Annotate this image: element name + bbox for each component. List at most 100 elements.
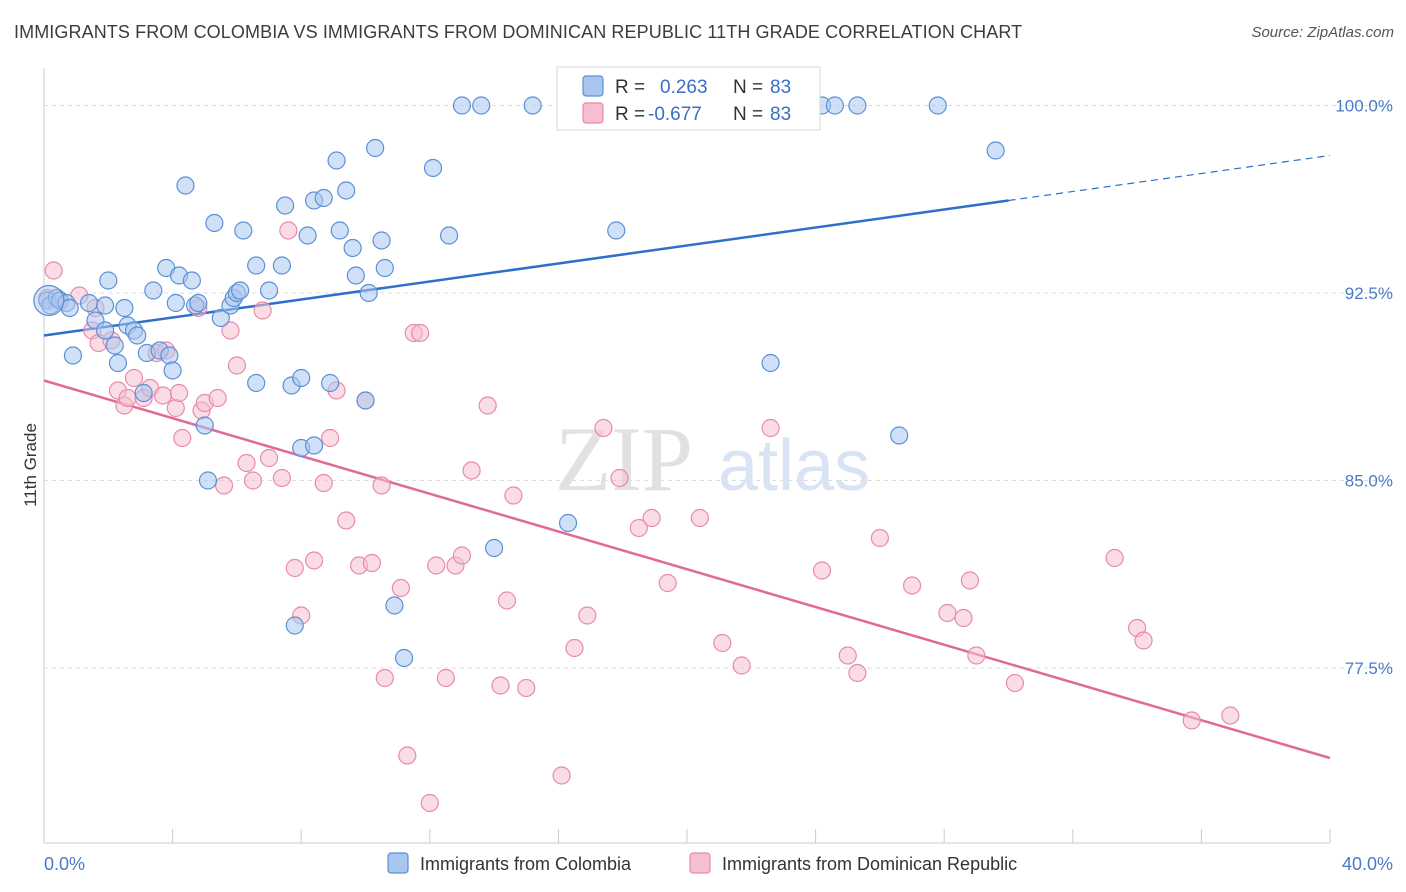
colombia-point-23 bbox=[160, 346, 179, 365]
trend-line-dominican bbox=[43, 379, 1331, 760]
colombia-point-14 bbox=[115, 298, 134, 318]
colombia-point-44 bbox=[276, 196, 295, 215]
y-tick-label-1: 85.0% bbox=[1345, 472, 1393, 491]
colombia-point-72 bbox=[558, 513, 578, 533]
dominican-point-44 bbox=[375, 668, 394, 688]
watermark-zip: ZIP bbox=[555, 408, 693, 510]
colombia-point-31 bbox=[195, 416, 214, 435]
dominican-point-75 bbox=[870, 528, 890, 548]
colombia-point-32 bbox=[198, 471, 218, 490]
watermark: ZIP atlas bbox=[555, 408, 870, 510]
colombia-point-62 bbox=[372, 231, 391, 250]
colombia-point-53 bbox=[321, 373, 340, 393]
dominican-point-58 bbox=[504, 486, 523, 505]
colombia-point-38 bbox=[231, 281, 250, 300]
dominican-point-1 bbox=[44, 261, 63, 280]
colombia-point-82 bbox=[986, 141, 1005, 160]
colombia-point-56 bbox=[337, 181, 356, 200]
dominican-point-31 bbox=[272, 468, 292, 488]
dominican-point-49 bbox=[420, 793, 439, 813]
colombia-point-76 bbox=[761, 353, 780, 373]
colombia-point-17 bbox=[128, 326, 147, 345]
dominican-point-80 bbox=[967, 646, 986, 665]
dominican-point-32 bbox=[279, 221, 298, 240]
dominican-point-57 bbox=[497, 591, 517, 610]
colombia-point-52 bbox=[314, 188, 333, 208]
y-tick-label-3: 100.0% bbox=[1335, 97, 1393, 116]
colombia-point-40 bbox=[247, 256, 266, 275]
dominican-point-53 bbox=[452, 546, 472, 565]
dominican-point-30 bbox=[259, 448, 279, 468]
colombia-point-51 bbox=[304, 436, 324, 455]
dominican-point-15 bbox=[153, 386, 173, 405]
legend-box: R = 0.263 N = 83 R = -0.677 N = 83 bbox=[556, 66, 821, 131]
colombia-point-42 bbox=[259, 281, 279, 300]
colombia-point-71 bbox=[523, 96, 542, 115]
dominican-point-17 bbox=[166, 398, 185, 418]
colombia-point-8 bbox=[95, 296, 115, 315]
colombia-point-65 bbox=[394, 648, 414, 668]
colombia-point-24 bbox=[163, 361, 182, 380]
grid-lines bbox=[44, 105, 1392, 669]
colombia-point-60 bbox=[359, 283, 378, 303]
legend-r-value-2: -0.677 bbox=[648, 104, 702, 125]
legend-r-value-1: 0.263 bbox=[660, 77, 708, 98]
colombia-point-59 bbox=[356, 391, 375, 410]
bottom-legend-swatch-colombia bbox=[387, 852, 409, 874]
dominican-point-81 bbox=[1005, 673, 1025, 693]
legend-r-label-2: R = bbox=[615, 104, 645, 125]
dominican-point-55 bbox=[478, 396, 497, 415]
dominican-point-46 bbox=[398, 746, 417, 765]
dominican-point-72 bbox=[812, 561, 832, 580]
dominican-point-86 bbox=[1221, 706, 1240, 725]
dominican-point-70 bbox=[732, 656, 751, 675]
colombia-point-73 bbox=[607, 221, 626, 240]
dominican-point-39 bbox=[337, 511, 356, 530]
bottom-legend-colombia: Immigrants from Colombia bbox=[420, 854, 632, 874]
colombia-point-68 bbox=[452, 96, 472, 115]
x-tick-label-0: 0.0% bbox=[44, 854, 85, 874]
y-axis-title: 11th Grade bbox=[21, 423, 40, 507]
legend-r-label-1: R = bbox=[615, 77, 645, 98]
colombia-point-6 bbox=[79, 293, 99, 313]
colombia-point-cluster bbox=[33, 284, 65, 317]
dominican-point-82 bbox=[1105, 548, 1124, 568]
dominican-point-33 bbox=[285, 558, 304, 578]
colombia-point-41 bbox=[247, 373, 266, 393]
trend-line-colombia bbox=[43, 199, 1009, 337]
axes bbox=[43, 68, 1331, 844]
colombia-point-20 bbox=[144, 281, 163, 300]
dominican-point-45 bbox=[391, 578, 410, 598]
dominican-point-19 bbox=[173, 428, 192, 448]
dominican-point-64 bbox=[610, 468, 629, 488]
colombia-point-49 bbox=[298, 226, 317, 245]
dominican-point-50 bbox=[427, 556, 446, 575]
tick-labels: 77.5% 85.0% 92.5% 100.0% 0.0% 40.0% bbox=[44, 97, 1393, 875]
colombia-point-33 bbox=[205, 213, 224, 233]
legend-n-value-1: 83 bbox=[770, 77, 791, 98]
colombia-point-64 bbox=[385, 596, 404, 615]
dominican-point-56 bbox=[491, 676, 510, 695]
colombia-point-47 bbox=[292, 368, 311, 388]
series-colombia-points bbox=[33, 96, 1005, 668]
trend-line-colombia-extension bbox=[1008, 154, 1331, 202]
colombia-point-30 bbox=[189, 293, 208, 313]
legend-n-value-2: 83 bbox=[770, 104, 791, 125]
colombia-point-39 bbox=[234, 221, 253, 240]
colombia-point-61 bbox=[366, 138, 385, 158]
dominican-point-48 bbox=[411, 323, 430, 343]
chart-title: IMMIGRANTS FROM COLOMBIA VS IMMIGRANTS F… bbox=[14, 22, 1023, 42]
colombia-point-54 bbox=[327, 151, 346, 170]
colombia-point-25 bbox=[166, 293, 185, 313]
colombia-point-18 bbox=[134, 383, 153, 403]
colombia-point-67 bbox=[439, 226, 459, 245]
colombia-point-55 bbox=[330, 221, 349, 240]
dominican-point-67 bbox=[658, 573, 677, 593]
dominican-point-35 bbox=[304, 551, 324, 570]
colombia-point-46 bbox=[285, 616, 304, 635]
colombia-point-79 bbox=[848, 96, 867, 115]
colombia-point-78 bbox=[825, 96, 844, 115]
colombia-point-80 bbox=[890, 426, 909, 445]
y-tick-label-2: 92.5% bbox=[1345, 284, 1393, 303]
colombia-point-57 bbox=[343, 238, 362, 258]
